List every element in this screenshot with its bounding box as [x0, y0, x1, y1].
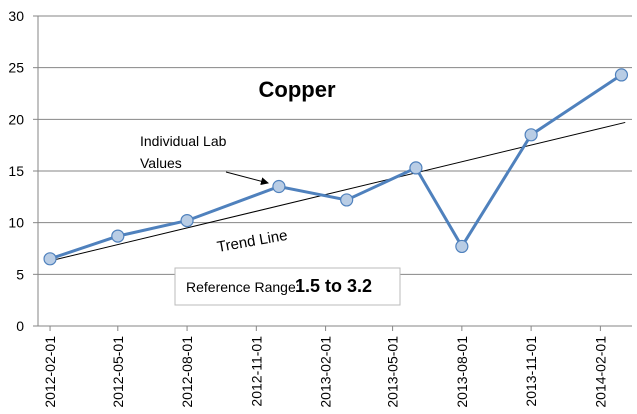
x-tick-label: 2012-05-01: [110, 336, 126, 408]
y-tick-label: 30: [8, 8, 24, 24]
annotation: Individual Lab Values: [140, 133, 227, 171]
y-tick-label: 5: [16, 266, 24, 282]
y-tick-label: 0: [16, 318, 24, 334]
data-point: [272, 179, 286, 194]
data-line: [49, 73, 623, 261]
data-point: [614, 68, 629, 82]
data-point: [180, 214, 194, 228]
data-point: [43, 252, 57, 266]
trend-line: [49, 121, 626, 262]
x-tick-label: 2013-08-01: [454, 336, 470, 408]
annotation-line: Values: [140, 155, 182, 171]
data-point: [111, 229, 125, 243]
y-tick-label: 20: [8, 111, 24, 127]
trend-label: Trend Line: [216, 227, 289, 256]
reference-box: [174, 267, 401, 306]
x-tick-label: 2012-11-01: [248, 336, 264, 407]
x-tick-label: 2013-05-01: [385, 336, 401, 408]
y-tick-label: 15: [8, 163, 24, 179]
plot: 0 5 10 15 20 25 30 2012-02-01 2012-05-01 2012-08-…: [8, 8, 632, 408]
reference-value: 1.5 to 3.2: [295, 276, 372, 296]
y-tick-label: 10: [8, 215, 24, 231]
x-tick-label: 2012-08-01: [179, 336, 195, 408]
data-point: [340, 193, 354, 207]
x-tick-label: 2013-02-01: [318, 336, 334, 408]
chart-title: Copper: [259, 77, 336, 102]
data-point: [455, 239, 469, 254]
annotation-line: Individual Lab: [140, 133, 227, 149]
y-tick-label: 25: [8, 60, 24, 76]
data-point: [524, 128, 538, 142]
reference-label: Reference Range:: [186, 279, 300, 295]
annotation-arrow: [225, 171, 269, 186]
x-tick-label: 2012-02-01: [42, 336, 58, 408]
x-tick-label: 2014-02-01: [592, 336, 608, 408]
x-tick-label: 2013-11-01: [523, 336, 539, 407]
data-point: [409, 161, 423, 175]
